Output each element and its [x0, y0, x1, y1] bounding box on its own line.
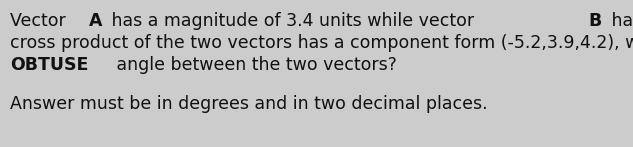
Text: has a magnitude of 5 units. If the: has a magnitude of 5 units. If the — [606, 12, 633, 30]
Text: has a magnitude of 3.4 units while vector: has a magnitude of 3.4 units while vecto… — [106, 12, 480, 30]
Text: OBTUSE: OBTUSE — [10, 56, 89, 74]
Text: B: B — [589, 12, 602, 30]
Text: Answer must be in degrees and in two decimal places.: Answer must be in degrees and in two dec… — [10, 95, 487, 113]
Text: Vector: Vector — [10, 12, 72, 30]
Text: A: A — [89, 12, 103, 30]
Text: angle between the two vectors?: angle between the two vectors? — [111, 56, 397, 74]
Text: cross product of the two vectors has a component form (-5.2,3.9,4.2), what is th: cross product of the two vectors has a c… — [10, 34, 633, 52]
